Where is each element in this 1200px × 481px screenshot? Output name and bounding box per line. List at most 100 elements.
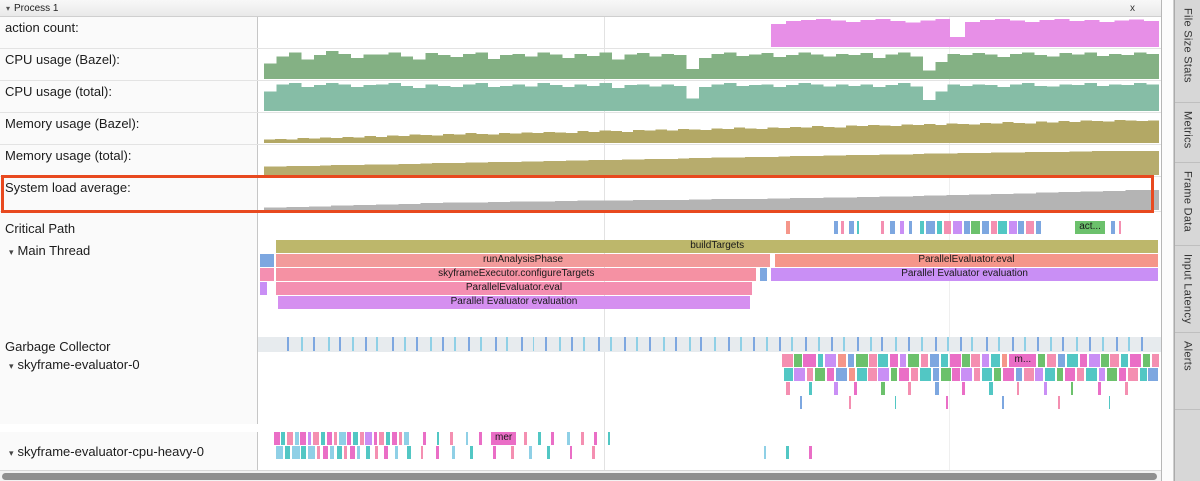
slice[interactable]: [937, 221, 943, 234]
action-count-chart[interactable]: [264, 19, 1159, 47]
gc-tick[interactable]: [571, 337, 574, 351]
slice[interactable]: [971, 354, 981, 367]
slice[interactable]: [998, 221, 1008, 234]
vertical-scrollbar-gutter[interactable]: [1162, 0, 1174, 481]
memory-usage-total-chart[interactable]: [264, 147, 1159, 175]
slice[interactable]: [849, 396, 852, 409]
slice[interactable]: [856, 221, 860, 234]
gc-tick[interactable]: [817, 337, 820, 351]
slice[interactable]: [1110, 354, 1120, 367]
gc-tick[interactable]: [998, 337, 1001, 351]
slice[interactable]: [435, 446, 439, 459]
slice[interactable]: [935, 382, 939, 395]
slice[interactable]: [794, 354, 802, 367]
gc-tick[interactable]: [286, 337, 289, 351]
gc-tick[interactable]: [790, 337, 793, 351]
slice[interactable]: [894, 396, 897, 409]
slice[interactable]: [301, 446, 306, 459]
slice[interactable]: [848, 221, 854, 234]
slice[interactable]: [1023, 368, 1034, 381]
slice[interactable]: [398, 432, 403, 445]
gc-tick[interactable]: [453, 337, 456, 351]
slice[interactable]: [899, 368, 910, 381]
gc-tick[interactable]: [714, 337, 716, 351]
slice[interactable]: [1038, 354, 1046, 367]
gc-tick[interactable]: [610, 337, 613, 351]
slice[interactable]: [786, 382, 790, 395]
slice[interactable]: [339, 432, 346, 445]
slice[interactable]: [436, 432, 440, 445]
gc-tick[interactable]: [675, 337, 678, 351]
gc-tick[interactable]: [920, 337, 923, 351]
tab-alerts[interactable]: Alerts: [1175, 333, 1200, 410]
slice[interactable]: [993, 368, 1002, 381]
slice[interactable]: [878, 368, 890, 381]
slice-parallel-evaluator-evaluation[interactable]: Parallel Evaluator evaluation: [770, 268, 1159, 281]
slice[interactable]: [386, 432, 390, 445]
slice[interactable]: [1026, 221, 1034, 234]
slice[interactable]: [961, 368, 973, 381]
slice[interactable]: [982, 221, 990, 234]
slice[interactable]: [307, 446, 315, 459]
gc-tick[interactable]: [520, 337, 523, 351]
slice[interactable]: [964, 221, 970, 234]
gc-tick[interactable]: [313, 337, 316, 351]
slice[interactable]: [1047, 354, 1057, 367]
slice[interactable]: [1108, 396, 1111, 409]
slice[interactable]: [1002, 368, 1014, 381]
gc-tick[interactable]: [301, 337, 304, 351]
slice[interactable]: [259, 282, 268, 295]
slice[interactable]: [856, 368, 867, 381]
gc-tick[interactable]: [1102, 337, 1105, 351]
gc-tick[interactable]: [1023, 337, 1026, 351]
slice[interactable]: [404, 432, 409, 445]
slice[interactable]: [300, 432, 306, 445]
slice[interactable]: [1097, 382, 1102, 395]
slice[interactable]: [808, 446, 812, 459]
slice[interactable]: [479, 432, 482, 445]
slice[interactable]: [1018, 221, 1024, 234]
slice[interactable]: [281, 432, 286, 445]
slice[interactable]: [803, 354, 817, 367]
slice[interactable]: [492, 446, 497, 459]
slice[interactable]: [1124, 382, 1128, 395]
gc-tick[interactable]: [908, 337, 911, 351]
gc-tick[interactable]: [700, 337, 703, 351]
slice[interactable]: [763, 446, 767, 459]
gc-tick[interactable]: [365, 337, 368, 351]
slice[interactable]: [1151, 354, 1160, 367]
slice-runanalysisphase[interactable]: runAnalysisPhase: [276, 254, 770, 267]
slice[interactable]: [352, 432, 359, 445]
gc-tick[interactable]: [327, 337, 330, 351]
slice[interactable]: [1118, 368, 1126, 381]
tab-frame-data[interactable]: Frame Data: [1175, 163, 1200, 246]
slice[interactable]: [974, 368, 981, 381]
gc-tick[interactable]: [1012, 337, 1014, 351]
memory-usage-bazel-chart[interactable]: [264, 115, 1159, 143]
gc-tick[interactable]: [946, 337, 949, 351]
slice[interactable]: [1065, 368, 1076, 381]
tab-file-size-stats[interactable]: File Size Stats: [1175, 0, 1200, 103]
slice[interactable]: [1086, 368, 1097, 381]
slice[interactable]: [962, 382, 966, 395]
gc-tick[interactable]: [959, 337, 962, 351]
slice[interactable]: [1088, 354, 1100, 367]
slice[interactable]: [817, 354, 824, 367]
collapse-main-thread-icon[interactable]: ▾: [9, 247, 14, 257]
gc-tick[interactable]: [831, 337, 834, 351]
gc-tick[interactable]: [442, 337, 445, 351]
slice[interactable]: [1111, 221, 1115, 234]
slice-mer[interactable]: mer: [490, 432, 517, 445]
slice[interactable]: [991, 354, 1001, 367]
gc-tick[interactable]: [985, 337, 988, 351]
slice[interactable]: [395, 446, 398, 459]
slice[interactable]: [1058, 354, 1066, 367]
slice[interactable]: [1079, 354, 1087, 367]
slice[interactable]: [465, 432, 469, 445]
slice[interactable]: [991, 221, 997, 234]
tab-metrics[interactable]: Metrics: [1175, 103, 1200, 163]
slice[interactable]: [878, 354, 889, 367]
slice-act-[interactable]: act...: [1075, 221, 1105, 234]
gc-tick[interactable]: [558, 337, 561, 351]
gc-tick[interactable]: [636, 337, 639, 351]
